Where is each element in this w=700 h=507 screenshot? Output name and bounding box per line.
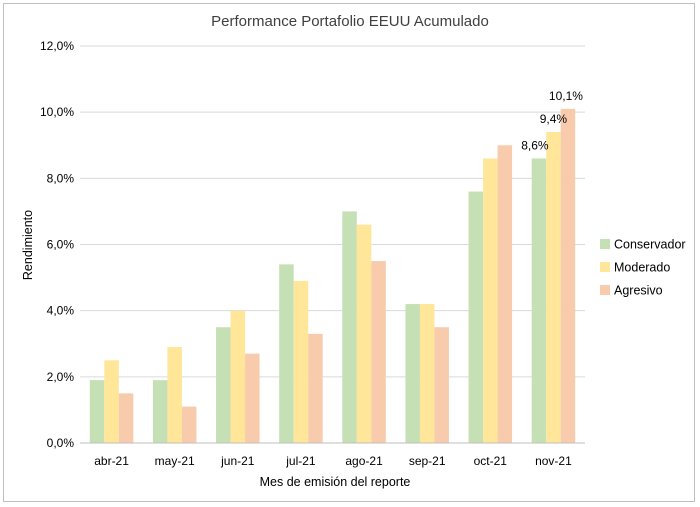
bar-moderado-sep-21 — [419, 304, 435, 443]
bar-conservador-oct-21 — [468, 191, 484, 443]
bar-agresivo-may-21 — [181, 406, 197, 443]
x-tick-label: sep-21 — [409, 454, 446, 468]
legend-swatch-agresivo — [600, 285, 610, 295]
bar-moderado-oct-21 — [483, 158, 498, 443]
bar-agresivo-jun-21 — [245, 353, 260, 443]
bar-moderado-jul-21 — [293, 280, 309, 443]
x-tick-label: abr-21 — [94, 454, 129, 468]
bar-moderado-jun-21 — [230, 310, 246, 443]
y-tick-label: 0,0% — [47, 436, 75, 450]
bar-conservador-may-21 — [152, 380, 168, 443]
bar-agresivo-oct-21 — [497, 145, 513, 443]
y-tick-label: 8,0% — [47, 171, 75, 185]
bar-agresivo-sep-21 — [434, 327, 449, 443]
bar-moderado-may-21 — [167, 347, 182, 443]
bar-conservador-abr-21 — [89, 380, 105, 443]
legend-label-moderado: Moderado — [614, 261, 670, 275]
x-axis-ticks: abr-21 may-21 jun-21 jul-21 ago-21 sep-21 oct-… — [94, 454, 572, 468]
x-tick-label: ago-21 — [345, 454, 383, 468]
data-label: 8,6% — [521, 138, 549, 152]
y-tick-label: 4,0% — [47, 304, 75, 318]
y-tick-label: 6,0% — [47, 238, 75, 252]
data-labels: 8,6% 9,4% 10,1% — [521, 89, 583, 153]
bar-conservador-jul-21 — [279, 264, 294, 443]
bar-agresivo-jul-21 — [308, 333, 323, 443]
bar-agresivo-abr-21 — [118, 393, 134, 443]
legend-label-conservador: Conservador — [614, 238, 686, 252]
bar-moderado-ago-21 — [356, 224, 372, 443]
bar-moderado-abr-21 — [104, 360, 119, 443]
x-tick-label: jul-21 — [285, 454, 316, 468]
bar-conservador-nov-21 — [531, 158, 547, 443]
legend-swatch-moderado — [600, 262, 610, 272]
legend-label-agresivo: Agresivo — [614, 284, 663, 298]
data-label: 9,4% — [540, 112, 568, 126]
x-tick-label: may-21 — [155, 454, 195, 468]
bar-conservador-sep-21 — [405, 304, 420, 443]
x-axis-label: Mes de emisión del reporte — [260, 475, 411, 489]
legend: Conservador Moderado Agresivo — [600, 238, 686, 298]
bar-moderado-nov-21 — [546, 132, 561, 443]
bars — [89, 108, 576, 443]
y-tick-label: 10,0% — [40, 105, 74, 119]
bar-agresivo-nov-21 — [560, 108, 576, 443]
x-tick-label: jun-21 — [220, 454, 255, 468]
legend-swatch-conservador — [600, 239, 610, 249]
data-label: 10,1% — [549, 89, 583, 103]
y-tick-label: 12,0% — [40, 39, 74, 53]
y-axis-label: Rendimiento — [21, 210, 35, 280]
bar-conservador-ago-21 — [342, 211, 357, 443]
x-tick-label: oct-21 — [474, 454, 508, 468]
y-axis-ticks: 0,0% 2,0% 4,0% 6,0% 8,0% 10,0% 12,0% — [40, 39, 74, 450]
bar-agresivo-ago-21 — [371, 261, 386, 443]
x-tick-label: nov-21 — [535, 454, 572, 468]
chart-title: Performance Portafolio EEUU Acumulado — [211, 13, 489, 30]
bar-conservador-jun-21 — [216, 327, 231, 443]
y-tick-label: 2,0% — [47, 370, 75, 384]
